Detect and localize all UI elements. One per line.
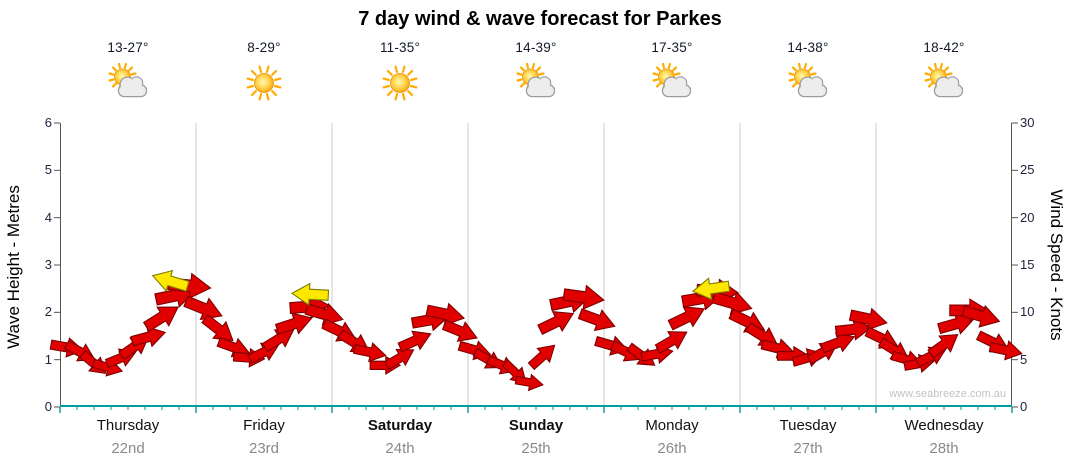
day-date: 24th [385,440,415,457]
day-column-tuesday: 14-38° [740,40,876,103]
day-column-friday: 8-29° [196,40,332,103]
tick-label: 5 [1020,351,1028,367]
day-name: Wednesday [904,417,984,434]
day-name: Thursday [96,417,160,434]
temperature-range: 18-42° [923,40,965,55]
tick-label: 2 [44,304,52,320]
day-headers: 13-27° 8-29° 11-35° 14-39° 17-35° 14-38° 18-42… [60,40,1012,103]
day-date: 27th [793,440,823,457]
sun-icon [246,65,282,101]
x-axis-labels: Thursday 22nd Friday 23rd Saturday 24th Sunday… [60,417,1012,457]
watermark: www.seabreeze.com.au [889,388,1006,400]
tick-label: 1 [44,351,52,367]
partly-cloudy-icon [516,63,556,98]
day-name: Monday [645,417,699,434]
tick-label: 3 [44,257,52,272]
temperature-range: 14-38° [787,40,829,55]
x-label-monday: Monday 26th [604,417,740,457]
temperature-range: 11-35° [379,40,421,55]
tick-label: 20 [1020,209,1035,225]
day-column-thursday: 13-27° [60,40,196,103]
sun-icon [382,65,418,101]
day-column-sunday: 14-39° [468,40,604,103]
temperature-range: 13-27° [107,40,149,55]
partly-cloudy-icon [924,63,964,98]
temperature-range: 17-35° [651,40,693,55]
tick-label: 15 [1020,257,1035,272]
tick-label: 6 [44,115,52,130]
temperature-range: 14-39° [515,40,557,55]
tick-label: 25 [1020,162,1035,178]
tick-label: 0 [44,399,52,414]
day-date: 22nd [111,440,145,457]
day-name: Tuesday [779,417,837,434]
day-name: Saturday [367,417,433,434]
x-label-wednesday: Wednesday 28th [876,417,1012,457]
x-label-sunday: Sunday 25th [468,417,604,457]
x-label-thursday: Thursday 22nd [60,417,196,457]
wind-arrow-plot [60,122,1012,413]
temperature-range: 8-29° [247,40,281,55]
tick-label: 30 [1020,115,1035,130]
x-label-saturday: Saturday 24th [332,417,468,457]
day-name: Sunday [508,417,564,434]
tick-label: 10 [1020,304,1035,320]
day-date: 25th [521,440,551,457]
chart-title: 7 day wind & wave forecast for Parkes [358,8,722,30]
day-column-saturday: 11-35° [332,40,468,103]
tick-label: 0 [1020,399,1028,414]
day-column-wednesday: 18-42° [876,40,1012,103]
tick-label: 5 [44,162,52,178]
tick-label: 4 [44,209,52,225]
day-column-monday: 17-35° [604,40,740,103]
day-name: Friday [243,417,285,434]
x-label-friday: Friday 23rd [196,417,332,457]
day-date: 26th [657,440,687,457]
day-date: 28th [929,440,959,457]
x-label-tuesday: Tuesday 27th [740,417,876,457]
partly-cloudy-icon [652,63,692,98]
day-date: 23rd [248,440,280,457]
partly-cloudy-icon [788,63,828,98]
partly-cloudy-icon [108,63,148,98]
